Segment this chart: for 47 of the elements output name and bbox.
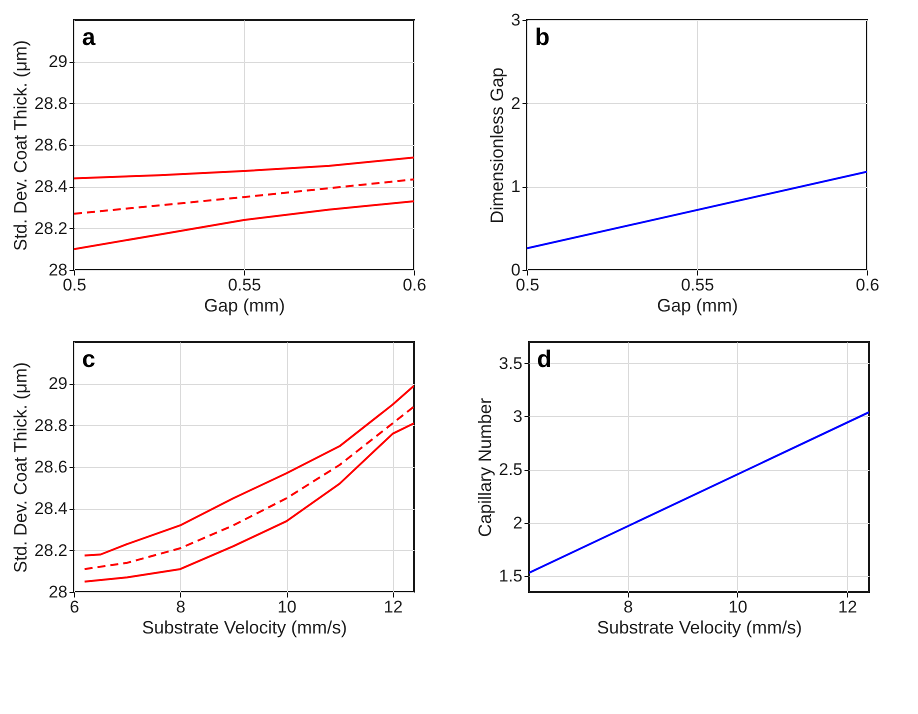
line-series (84, 406, 414, 570)
x-tick-label: 6 (70, 598, 80, 616)
y-tick-label: 2 (513, 513, 522, 532)
x-axis-title: Gap (mm) (657, 296, 738, 316)
annotation: c (82, 346, 96, 373)
y-tick-label: 28.4 (34, 177, 68, 196)
y-tick-label: 28 (48, 582, 68, 602)
y-tick-label: 28.8 (34, 94, 68, 113)
x-axis-title: Substrate Velocity (mm/s) (142, 618, 348, 638)
x-tick-label: 0.55 (228, 276, 262, 294)
annotation: a (82, 24, 96, 51)
x-tick-label: 0.6 (856, 276, 880, 294)
y-axis-title: Dimensionless Gap (487, 67, 508, 224)
x-axis-title: Substrate Velocity (mm/s) (596, 618, 802, 638)
line-series (84, 384, 414, 557)
y-tick-label: 3.5 (498, 354, 522, 373)
y-tick-label: 28.6 (34, 136, 68, 154)
line-series (74, 156, 414, 180)
y-tick-label: 28.4 (34, 499, 68, 518)
y-tick-label: 2 (511, 94, 520, 113)
y-axis-title: Capillary Number (474, 398, 495, 538)
x-axis-title: Gap (mm) (204, 296, 285, 316)
line-series (74, 200, 414, 250)
y-axis-title: Std. Dev. Coat Thick. (μm) (10, 40, 30, 251)
y-tick-label: 29 (48, 52, 68, 72)
annotation: d (537, 346, 552, 373)
x-tick-label: 10 (278, 598, 296, 616)
annotation: b (535, 24, 550, 51)
y-tick-label: 29 (48, 374, 68, 394)
line-series (84, 422, 414, 583)
y-tick-label: 2.5 (498, 460, 522, 480)
y-tick-label: 28.2 (34, 540, 68, 560)
y-tick-label: 3 (511, 10, 520, 30)
y-tick-label: 28.2 (34, 218, 68, 238)
y-axis-title: Std. Dev. Coat Thick. (μm) (10, 362, 30, 573)
x-tick-label: 12 (838, 598, 858, 616)
x-tick-label: 12 (384, 598, 403, 616)
y-tick-label: 3 (513, 406, 522, 426)
x-tick-label: 8 (623, 598, 633, 616)
x-tick-label: 8 (176, 598, 186, 616)
x-tick-label: 10 (728, 598, 748, 616)
x-tick-label: 0.6 (402, 276, 426, 294)
y-tick-label: 28.8 (34, 416, 68, 435)
y-tick-label: 28.6 (34, 458, 68, 476)
y-tick-label: 1.5 (498, 566, 522, 586)
x-tick-label: 0.55 (680, 276, 714, 294)
y-tick-label: 1 (511, 177, 520, 196)
